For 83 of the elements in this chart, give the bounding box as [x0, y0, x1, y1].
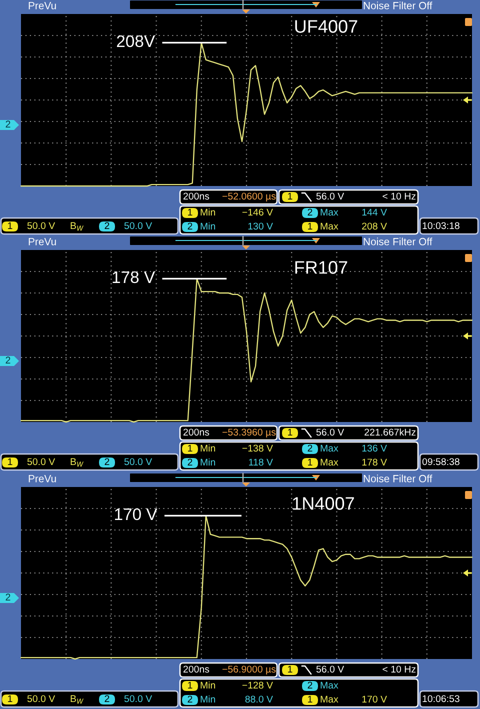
text: −146 V: [242, 208, 273, 216]
text: 56.0 V: [316, 192, 344, 200]
text: Noise Filter Off: [364, 2, 432, 10]
text: Min: [200, 681, 216, 689]
text: 50.0 V: [124, 222, 152, 230]
text: 2: [188, 458, 192, 466]
text: 50.0 V: [27, 458, 56, 466]
text: < 10 Hz: [382, 192, 416, 200]
text: 09:58:38: [422, 458, 460, 466]
text: −52.0600 µs: [222, 192, 276, 202]
text: −138 V: [242, 444, 273, 452]
text: 2: [308, 208, 312, 216]
text: 2: [188, 696, 192, 703]
ref-line-label: 208V: [116, 35, 155, 48]
text: 1: [308, 222, 312, 230]
text: 88.0 V: [245, 696, 273, 703]
text: 2: [104, 458, 110, 466]
text: 1: [8, 222, 12, 230]
text: 2: [6, 120, 10, 128]
text: −56.9000 µs: [222, 666, 276, 675]
text: Min: [200, 458, 216, 466]
text: 2: [104, 222, 110, 230]
text: 1: [308, 458, 312, 466]
text: Min: [200, 444, 216, 452]
text: 2: [104, 695, 110, 702]
text: < 10 Hz: [382, 666, 416, 673]
text: Max: [320, 444, 338, 452]
chart-title: UF4007: [295, 20, 358, 33]
text: Max: [320, 682, 338, 689]
text: 50.0 V: [124, 695, 152, 702]
ref-line-label: 178 V: [112, 271, 155, 284]
text: Noise Filter Off: [364, 474, 432, 482]
text: 1: [288, 192, 292, 200]
text: −128 V: [242, 682, 273, 689]
text: 10:03:18: [422, 222, 460, 230]
text: PreVu: [28, 2, 56, 10]
text: 2: [308, 444, 312, 452]
text: 1: [288, 666, 292, 673]
text: B$_{W}$: [70, 695, 84, 704]
text: 178 V: [362, 458, 387, 466]
text: 56.0 V: [316, 428, 344, 436]
text: Max: [320, 208, 338, 216]
text: B$_{W}$: [70, 458, 84, 467]
text: 2: [6, 356, 10, 364]
text: 1: [8, 695, 12, 702]
text: 221.667kHz: [364, 428, 416, 436]
text: 50.0 V: [27, 695, 56, 702]
text: 118 V: [249, 458, 273, 466]
text: 200ns: [183, 192, 210, 200]
text: 136 V: [362, 444, 387, 452]
chart-title: 1N4007: [292, 497, 354, 510]
text: Max: [320, 458, 338, 466]
chart-title: FR107: [295, 261, 348, 274]
text: 208 V: [362, 222, 387, 230]
ref-line-label: 170 V: [115, 508, 158, 520]
text: 2: [188, 222, 192, 230]
text: Max: [320, 696, 338, 703]
text: Noise Filter Off: [364, 238, 432, 246]
text: 1: [188, 682, 192, 689]
text: 1: [308, 696, 312, 703]
text: 1: [188, 208, 192, 216]
text: 1: [188, 444, 192, 452]
text: −53.3960 µs: [222, 428, 276, 438]
text: 1: [8, 458, 12, 466]
text: 2: [6, 594, 10, 600]
text: 130 V: [248, 222, 273, 230]
text: 200ns: [183, 666, 210, 673]
text: 144 V: [362, 208, 387, 216]
text: 50.0 V: [27, 222, 56, 230]
text: 50.0 V: [124, 458, 152, 466]
text: Min: [200, 222, 216, 230]
text: Min: [200, 695, 216, 703]
text: Max: [320, 222, 338, 230]
text: 170 V: [362, 696, 387, 703]
text: PreVu: [28, 238, 56, 246]
text: Min: [200, 208, 216, 216]
text: 1: [288, 428, 292, 436]
text: PreVu: [28, 475, 56, 482]
text: 2: [308, 682, 312, 689]
text: 200ns: [183, 428, 210, 436]
text: 56.0 V: [316, 666, 344, 673]
text: 10:06:53: [422, 695, 460, 702]
text: B$_{W}$: [70, 222, 84, 231]
